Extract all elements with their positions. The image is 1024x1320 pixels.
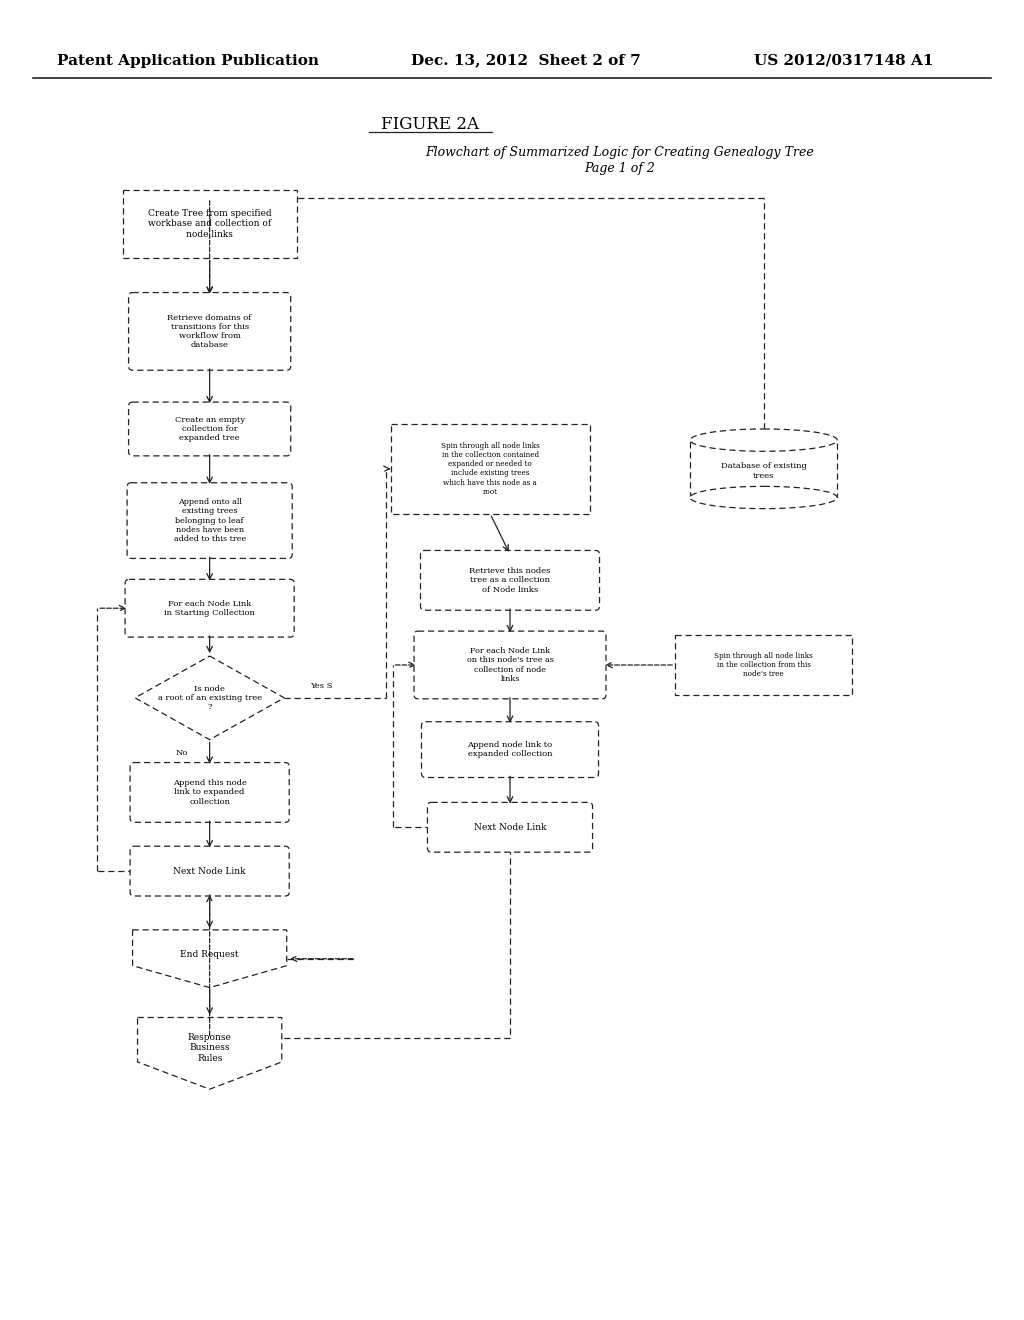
Text: Patent Application Publication: Patent Application Publication [57, 54, 319, 67]
Text: No: No [175, 748, 188, 756]
FancyBboxPatch shape [421, 550, 599, 610]
FancyBboxPatch shape [130, 763, 289, 822]
Text: Create Tree from specified
workbase and collection of
node links: Create Tree from specified workbase and … [147, 209, 271, 239]
FancyBboxPatch shape [130, 846, 289, 896]
Bar [123, 190, 297, 257]
Text: Append node link to
expanded collection: Append node link to expanded collection [467, 741, 553, 758]
Polygon shape [135, 656, 285, 739]
Text: Page 1 of 2: Page 1 of 2 [584, 161, 655, 174]
Text: US 2012/0317148 A1: US 2012/0317148 A1 [754, 54, 933, 67]
Text: For each Node Link
in Starting Collection: For each Node Link in Starting Collectio… [164, 599, 255, 616]
FancyBboxPatch shape [127, 483, 292, 558]
Text: Is node
a root of an existing tree
?: Is node a root of an existing tree ? [158, 685, 262, 711]
Text: Next Node Link: Next Node Link [173, 867, 246, 875]
Text: Retrieve this nodes
tree as a collection
of Node links: Retrieve this nodes tree as a collection… [469, 568, 551, 594]
Text: Append onto all
existing trees
belonging to leaf
nodes have been
added to this t: Append onto all existing trees belonging… [173, 498, 246, 543]
Text: Create an empty
collection for
expanded tree: Create an empty collection for expanded … [174, 416, 245, 442]
FancyBboxPatch shape [422, 722, 598, 777]
Text: Response
Business
Rules: Response Business Rules [187, 1034, 231, 1063]
FancyBboxPatch shape [427, 803, 593, 853]
Text: Next Node Link: Next Node Link [474, 822, 546, 832]
FancyBboxPatch shape [125, 579, 294, 638]
Bar [391, 424, 590, 513]
Bar [690, 440, 838, 498]
Text: Append this node
link to expanded
collection: Append this node link to expanded collec… [173, 779, 247, 805]
Bar [675, 635, 852, 694]
Ellipse shape [690, 429, 838, 451]
FancyBboxPatch shape [129, 293, 291, 370]
Ellipse shape [690, 486, 838, 508]
Text: Retrieve domains of
transitions for this
workflow from
database: Retrieve domains of transitions for this… [168, 314, 252, 350]
Text: Yes S: Yes S [310, 682, 333, 690]
FancyBboxPatch shape [129, 403, 291, 455]
Text: Spin through all node links
in the collection from this
node's tree: Spin through all node links in the colle… [715, 652, 813, 678]
Text: For each Node Link
on this node's tree as
collection of node
links: For each Node Link on this node's tree a… [467, 647, 553, 682]
Text: Flowchart of Summarized Logic for Creating Genealogy Tree: Flowchart of Summarized Logic for Creati… [425, 145, 814, 158]
Polygon shape [132, 929, 287, 987]
Text: End Request: End Request [180, 950, 239, 958]
Polygon shape [137, 1018, 282, 1089]
FancyBboxPatch shape [414, 631, 606, 698]
Text: Database of existing
trees: Database of existing trees [721, 462, 807, 479]
Text: Dec. 13, 2012  Sheet 2 of 7: Dec. 13, 2012 Sheet 2 of 7 [411, 54, 640, 67]
Text: FIGURE 2A: FIGURE 2A [382, 116, 479, 133]
Text: Spin through all node links
in the collection contained
expanded or needed to
in: Spin through all node links in the colle… [440, 442, 540, 496]
